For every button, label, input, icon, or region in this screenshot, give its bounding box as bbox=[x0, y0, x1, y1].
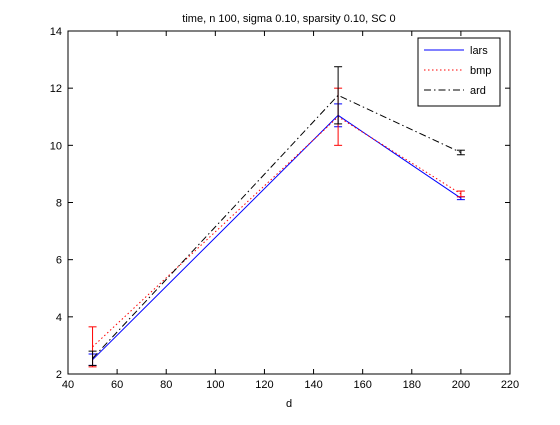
y-tick-label: 10 bbox=[50, 140, 62, 152]
x-tick-label: 40 bbox=[62, 379, 74, 391]
legend-box bbox=[417, 37, 501, 107]
x-tick-label: 60 bbox=[111, 379, 123, 391]
y-tick-label: 4 bbox=[56, 312, 62, 324]
legend: lars bmp ard bbox=[417, 37, 501, 107]
series-layer bbox=[88, 66, 465, 368]
legend-label-lars: lars bbox=[470, 45, 488, 57]
series-bmp bbox=[88, 87, 465, 368]
x-tick-label: 140 bbox=[304, 379, 322, 391]
x-tick-label: 120 bbox=[255, 379, 273, 391]
series-line-bmp bbox=[92, 116, 462, 348]
y-tick-label: 6 bbox=[56, 255, 62, 267]
y-tick-label: 14 bbox=[50, 26, 62, 38]
legend-label-ard: ard bbox=[470, 85, 486, 97]
y-tick-label: 8 bbox=[56, 198, 62, 210]
series-line-ard bbox=[92, 94, 462, 359]
legend-label-bmp: bmp bbox=[470, 65, 491, 77]
x-axis-label: d bbox=[286, 398, 292, 410]
x-tick-label: 220 bbox=[501, 379, 519, 391]
x-tick-label: 160 bbox=[353, 379, 371, 391]
series-lars bbox=[88, 103, 465, 366]
series-ard bbox=[88, 66, 465, 366]
x-tick-label: 200 bbox=[452, 379, 470, 391]
y-tick-label: 2 bbox=[56, 369, 62, 381]
series-line-lars bbox=[92, 114, 462, 361]
y-tick-label: 12 bbox=[50, 83, 62, 95]
axis-ticks: 40 60 80 100 120 140 160 180 200 220 2 4 6 8 10 12 14 bbox=[50, 26, 519, 391]
chart-title: time, n 100, sigma 0.10, sparsity 0.10, … bbox=[182, 13, 395, 25]
x-tick-label: 100 bbox=[206, 379, 224, 391]
x-tick-label: 80 bbox=[160, 379, 172, 391]
x-tick-label: 180 bbox=[403, 379, 421, 391]
